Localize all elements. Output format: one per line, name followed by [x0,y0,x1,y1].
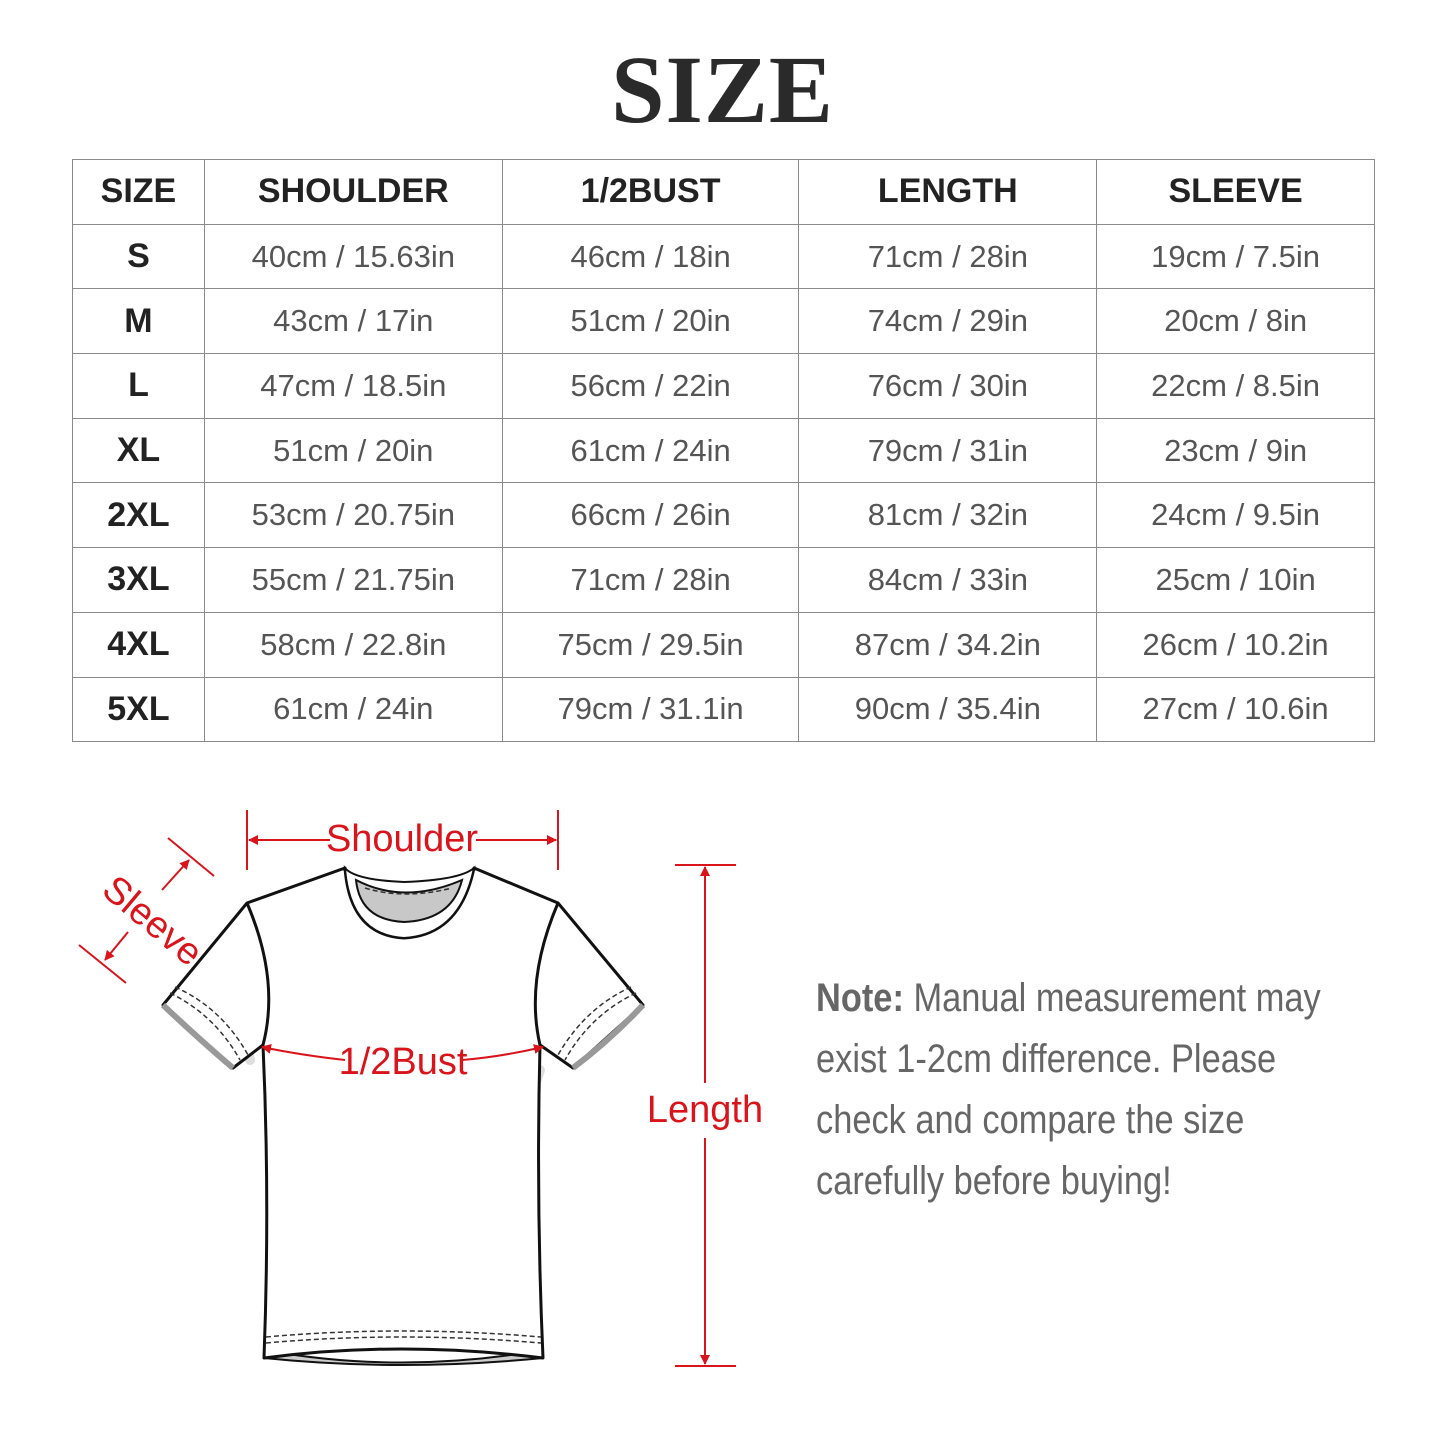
column-header: SIZE [72,159,205,225]
table-header-row: SIZE SHOULDER 1/2BUST LENGTH SLEEVE [72,159,1375,225]
table-row: S 40cm / 15.63in 46cm / 18in 71cm / 28in 19c… [72,223,1375,290]
measurement-cell: 56cm / 22in [501,353,800,419]
measurement-cell: 58cm / 22.8in [203,611,503,678]
sleeve-dimension [78,837,215,984]
measurement-cell: 19cm / 7.5in [1096,223,1375,290]
size-cell: 2XL [72,482,205,549]
bust-dimension [261,1043,544,1061]
table-row: 3XL 55cm / 21.75in 71cm / 28in 84cm / 33in 2… [72,547,1375,613]
measurement-cell: 81cm / 32in [798,482,1098,549]
measurement-cell: 55cm / 21.75in [203,547,503,613]
size-cell: L [72,353,205,419]
measurement-cell: 43cm / 17in [203,288,503,355]
measurement-cell: 84cm / 33in [798,547,1098,613]
tshirt-icon [160,864,646,1366]
measurement-cell: 24cm / 9.5in [1096,482,1375,549]
size-cell: XL [72,417,205,484]
measurement-cell: 71cm / 28in [501,547,800,613]
page-title: SIZE [611,36,834,143]
table-row: 2XL 53cm / 20.75in 66cm / 26in 81cm / 32in 2… [72,482,1375,549]
measurement-cell: 53cm / 20.75in [203,482,503,549]
note-line: carefully before buying! [816,1159,1172,1203]
measurement-cell: 20cm / 8in [1096,288,1375,355]
column-header: LENGTH [798,159,1098,225]
bust-label: 1/2Bust [339,1041,468,1083]
shoulder-label: Shoulder [326,818,478,860]
measurement-cell: 75cm / 29.5in [501,611,800,678]
size-cell: M [72,288,205,355]
table-row: 5XL 61cm / 24in 79cm / 31.1in 90cm / 35.4in… [72,676,1375,743]
size-cell: 3XL [72,547,205,613]
measurement-cell: 26cm / 10.2in [1096,611,1375,678]
note-line: Manual measurement may [913,976,1321,1020]
measurement-cell: 79cm / 31in [798,417,1098,484]
size-cell: S [72,223,205,290]
note-text: Note: Manual measurement may exist 1-2cm… [816,968,1366,1212]
table-row: L 47cm / 18.5in 56cm / 22in 76cm / 30in 22cm… [72,353,1375,419]
sleeve-label: Sleeve [94,868,210,975]
measurement-cell: 23cm / 9in [1096,417,1375,484]
measurement-cell: 22cm / 8.5in [1096,353,1375,419]
column-header: SLEEVE [1096,159,1375,225]
measurement-cell: 76cm / 30in [798,353,1098,419]
table-row: XL 51cm / 20in 61cm / 24in 79cm / 31in 23cm … [72,417,1375,484]
measurement-cell: 51cm / 20in [203,417,503,484]
measurement-cell: 25cm / 10in [1096,547,1375,613]
length-dimension [675,864,736,1367]
note-line: check and compare the size [816,1098,1245,1142]
measurement-cell: 74cm / 29in [798,288,1098,355]
measurement-cell: 61cm / 24in [501,417,800,484]
column-header: 1/2BUST [501,159,800,225]
measurement-cell: 71cm / 28in [798,223,1098,290]
measurement-cell: 27cm / 10.6in [1096,676,1375,743]
table-row: M 43cm / 17in 51cm / 20in 74cm / 29in 20cm /… [72,288,1375,355]
note-line: exist 1-2cm difference. Please [816,1037,1277,1081]
measurement-cell: 40cm / 15.63in [203,223,503,290]
size-cell: 5XL [72,676,205,743]
size-cell: 4XL [72,611,205,678]
measurement-cell: 66cm / 26in [501,482,800,549]
length-label: Length [647,1089,763,1131]
measurement-cell: 61cm / 24in [203,676,503,743]
measurement-cell: 46cm / 18in [501,223,800,290]
measurement-cell: 51cm / 20in [501,288,800,355]
note-label: Note: [816,976,904,1020]
shoulder-dimension [246,810,559,870]
measurement-cell: 47cm / 18.5in [203,353,503,419]
size-table: SIZE SHOULDER 1/2BUST LENGTH SLEEVE S 40cm / … [72,159,1375,743]
measurement-cell: 90cm / 35.4in [798,676,1098,743]
measurement-cell: 79cm / 31.1in [501,676,800,743]
